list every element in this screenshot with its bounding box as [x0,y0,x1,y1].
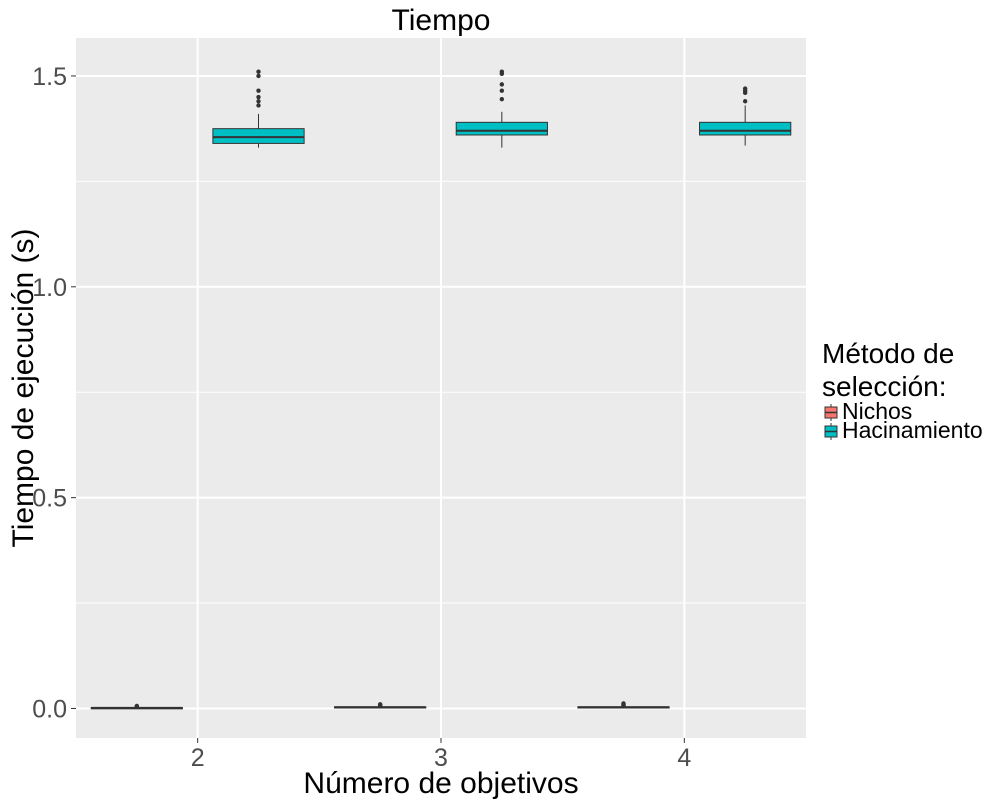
box-nichos-4 [577,701,670,709]
x-axis-ticks: 2 3 4 [191,738,691,772]
outlier-point [742,86,748,91]
box-nichos-3 [334,702,427,709]
legend-item-nichos: Nichos [824,398,912,424]
legend-title-line-2: selección: [822,371,947,402]
legend-item-hacinamiento: Hacinamiento [824,417,983,443]
outlier-point [256,88,261,93]
x-tick-label: 2 [191,744,205,772]
legend-label: Hacinamiento [842,417,983,443]
outlier-point [621,701,626,706]
y-tick-label: 1.5 [32,63,67,91]
legend-label: Nichos [842,398,912,424]
box-nichos-2 [90,703,183,710]
x-axis-label: Número de objetivos [303,767,578,800]
outlier-point [256,69,261,74]
x-tick-label: 4 [677,744,691,772]
outlier-point [377,702,383,707]
outlier-point [499,88,505,93]
outlier-point [256,94,261,100]
box-body [212,128,305,144]
outlier-point [256,99,261,104]
y-tick-label: 1.0 [32,274,67,302]
boxes [90,69,792,710]
legend-title-line-1: Método de [822,338,954,369]
outlier-point [499,69,505,74]
x-tick-label: 3 [434,744,448,772]
outlier-point [742,99,748,104]
outlier-point [499,82,505,87]
y-axis-label: Tiempo de ejecución (s) [7,228,40,547]
outlier-point [499,96,505,102]
box-body [699,121,792,136]
y-tick-label: 0.0 [32,695,67,723]
box-hacinamiento-2 [212,69,305,148]
box-body [455,121,548,136]
box-hacinamiento-4 [699,86,792,146]
y-tick-label: 0.5 [32,485,67,513]
outlier-point [256,73,261,79]
outlier-point [256,103,261,108]
box-hacinamiento-3 [455,69,548,148]
outlier-point [134,703,140,709]
grid-major [76,38,806,738]
chart-title: Tiempo [392,4,491,37]
y-axis-ticks: 0.0 0.5 1.0 1.5 [32,63,76,723]
